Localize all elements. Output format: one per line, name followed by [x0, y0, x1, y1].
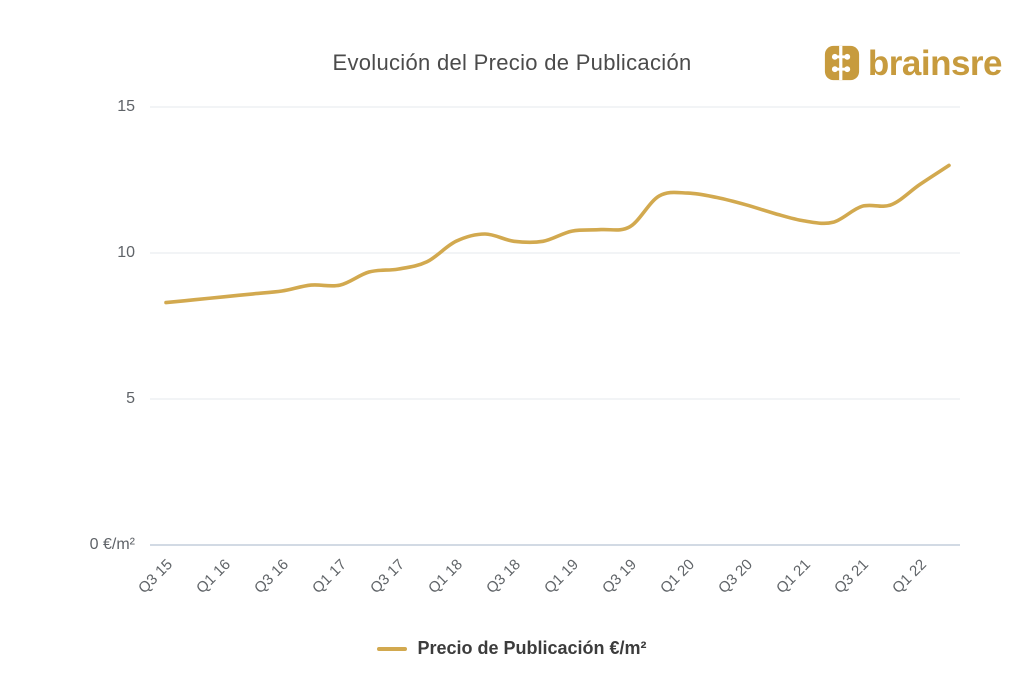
gridlines [150, 106, 960, 546]
legend-label: Precio de Publicación €/m² [417, 638, 647, 658]
y-axis-label-15: 15 [117, 98, 135, 115]
brainsre-logo-icon [823, 44, 861, 82]
y-axis-label-5: 5 [126, 390, 135, 407]
brainsre-logo: brainsre [823, 43, 1003, 83]
brainsre-logo-text: brainsre [867, 43, 1003, 83]
chart-title: Evolución del Precio de Publicación [332, 50, 692, 75]
y-axis-label-10: 10 [117, 244, 135, 261]
legend-item-precio[interactable]: Precio de Publicación €/m² [377, 638, 647, 659]
y-axis-label-0: 0 €/m² [89, 536, 135, 553]
legend-line-swatch [377, 646, 408, 651]
price-line-series [164, 163, 951, 305]
chart-legend: Precio de Publicación €/m² [0, 638, 1024, 659]
